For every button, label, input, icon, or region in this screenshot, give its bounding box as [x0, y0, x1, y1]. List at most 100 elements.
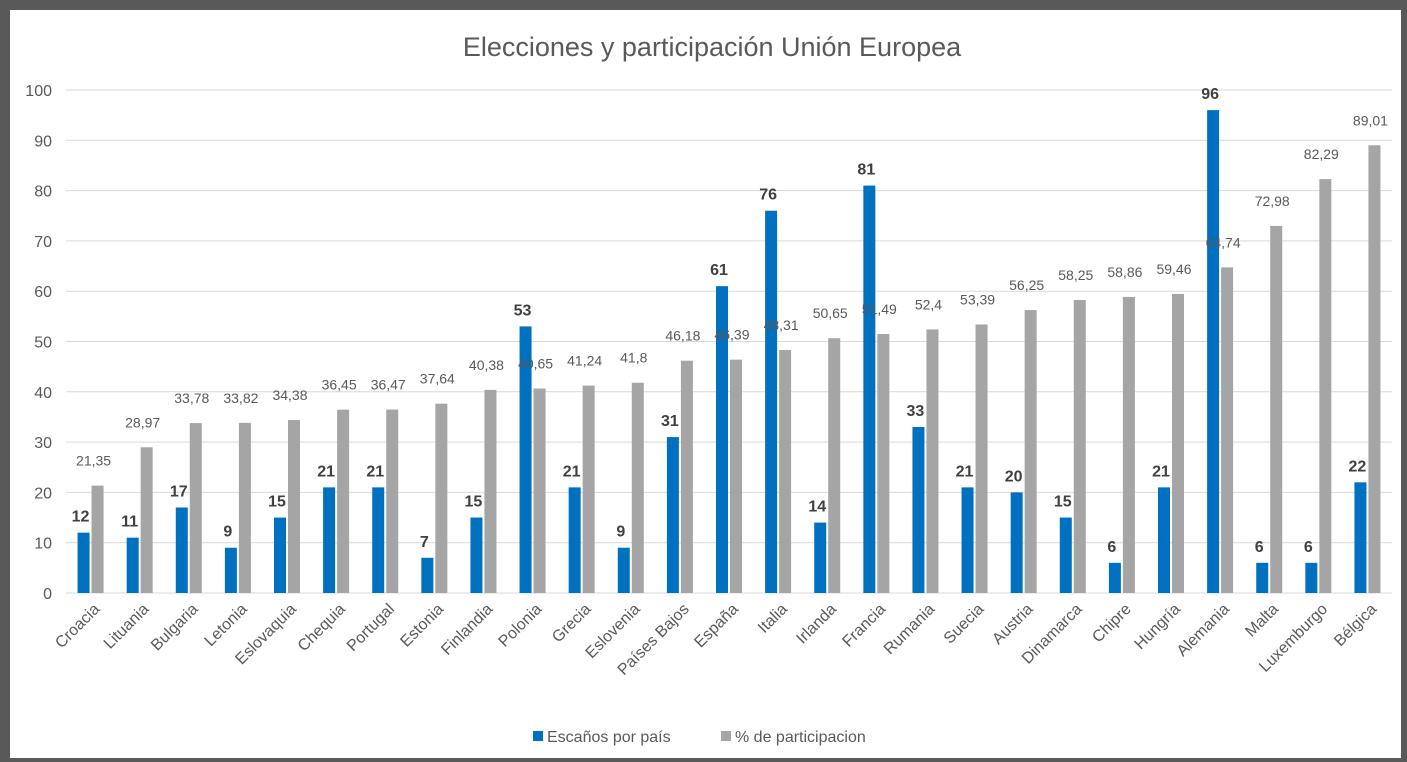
x-tick-label: Bélgica [1331, 601, 1380, 650]
data-label-escanos: 11 [121, 514, 138, 531]
data-label-participacion: 33,78 [174, 390, 209, 406]
data-label-participacion: 41,24 [567, 353, 602, 369]
data-label-participacion: 33,82 [223, 390, 258, 406]
bar-participacion [140, 447, 153, 593]
x-tick-label: Alemania [1174, 601, 1233, 660]
bar-escanos [961, 487, 974, 593]
data-label-participacion: 82,29 [1304, 146, 1339, 162]
bar-participacion [1122, 296, 1135, 593]
x-tick-label: Polonia [496, 601, 546, 651]
bar-participacion [1073, 300, 1086, 593]
bar-participacion [877, 334, 890, 593]
x-tick-label: Italia [755, 601, 791, 637]
bar-escanos [372, 487, 385, 593]
data-labels: 12 21,35 11 28,97 17 33,78 9 33,82 15 34,38 21 36,4… [72, 86, 1389, 556]
bar-participacion [238, 422, 251, 593]
bar-participacion [779, 350, 792, 593]
y-tick-label: 10 [34, 536, 52, 553]
data-label-escanos: 61 [710, 262, 728, 279]
data-label-participacion: 46,18 [665, 328, 700, 344]
data-label-participacion: 37,64 [420, 371, 455, 387]
data-label-escanos: 15 [268, 494, 286, 511]
data-label-escanos: 15 [1054, 494, 1072, 511]
data-label-participacion: 40,65 [518, 356, 553, 372]
data-label-participacion: 56,25 [1009, 277, 1044, 293]
data-label-participacion: 58,86 [1107, 264, 1142, 280]
data-label-escanos: 31 [661, 413, 679, 430]
data-label-participacion: 36,45 [322, 377, 357, 393]
bar-participacion [1172, 293, 1184, 593]
data-label-escanos: 7 [420, 534, 429, 551]
bar-participacion [680, 360, 693, 593]
bar-escanos [274, 517, 286, 593]
bar-participacion [288, 420, 300, 593]
bar-participacion [1319, 179, 1332, 593]
data-label-participacion: 40,38 [469, 357, 504, 373]
y-tick-label: 100 [25, 83, 52, 100]
bar-escanos [1059, 517, 1072, 593]
bar-escanos [1354, 482, 1367, 593]
bar-escanos [1305, 562, 1318, 593]
data-label-escanos: 76 [759, 187, 777, 204]
legend-swatch-escanos [533, 731, 543, 741]
x-tick-label: Bulgaria [148, 601, 202, 655]
data-label-escanos: 96 [1201, 86, 1219, 103]
bar-participacion [828, 338, 841, 593]
chart-panel [10, 10, 1401, 758]
data-label-participacion: 41,8 [620, 350, 647, 366]
bar-participacion [926, 329, 939, 593]
y-tick-label: 80 [34, 184, 52, 201]
data-label-participacion: 58,25 [1058, 267, 1093, 283]
data-label-escanos: 20 [1005, 468, 1023, 485]
bar-participacion [189, 423, 202, 593]
data-label-participacion: 48,31 [764, 317, 799, 333]
data-label-escanos: 9 [223, 524, 232, 541]
bar-participacion [1368, 145, 1381, 593]
x-tick-label: Lituania [101, 601, 153, 653]
bar-escanos [1108, 562, 1121, 593]
y-tick-label: 60 [34, 284, 52, 301]
bar-escanos [126, 537, 139, 593]
data-label-participacion: 50,65 [813, 305, 848, 321]
bar-escanos [716, 286, 728, 593]
x-tick-label: Letonia [202, 601, 251, 650]
data-label-escanos: 33 [907, 403, 925, 420]
bar-escanos [912, 427, 925, 593]
data-label-escanos: 21 [956, 463, 974, 480]
x-tick-label: Austria [989, 601, 1036, 648]
bar-escanos [765, 210, 778, 593]
data-label-escanos: 21 [317, 463, 335, 480]
data-label-participacion: 21,35 [76, 453, 111, 469]
bar-escanos [1207, 110, 1220, 594]
bar-escanos [1010, 492, 1023, 593]
bar-escanos [666, 437, 679, 593]
data-label-participacion: 89,01 [1353, 112, 1388, 128]
bar-participacion [975, 324, 988, 593]
x-tick-label: España [691, 601, 741, 651]
bar-participacion [386, 409, 399, 593]
bar-escanos [519, 326, 532, 593]
gridlines [66, 89, 1392, 594]
bar-escanos [224, 547, 237, 593]
data-label-escanos: 6 [1255, 539, 1264, 556]
x-tick-label: Irlanda [793, 601, 840, 648]
bar-participacion [631, 382, 644, 593]
x-tick-label: Chequia [295, 601, 349, 655]
data-label-participacion: 53,39 [960, 291, 995, 307]
bar-participacion [1270, 225, 1283, 594]
y-tick-label: 0 [43, 586, 52, 603]
bar-escanos [77, 532, 90, 593]
data-label-escanos: 81 [857, 162, 875, 179]
data-label-participacion: 34,38 [272, 387, 307, 403]
x-tick-label: Rumania [881, 601, 938, 658]
x-tick-label: Suecia [941, 601, 988, 648]
bar-escanos [323, 487, 336, 593]
data-label-participacion: 51,49 [862, 301, 897, 317]
bar-participacion [1221, 267, 1234, 593]
bar-escanos [568, 487, 581, 593]
bar-escanos [470, 517, 483, 593]
x-tick-label: Francia [839, 601, 889, 651]
data-label-escanos: 53 [514, 302, 532, 319]
